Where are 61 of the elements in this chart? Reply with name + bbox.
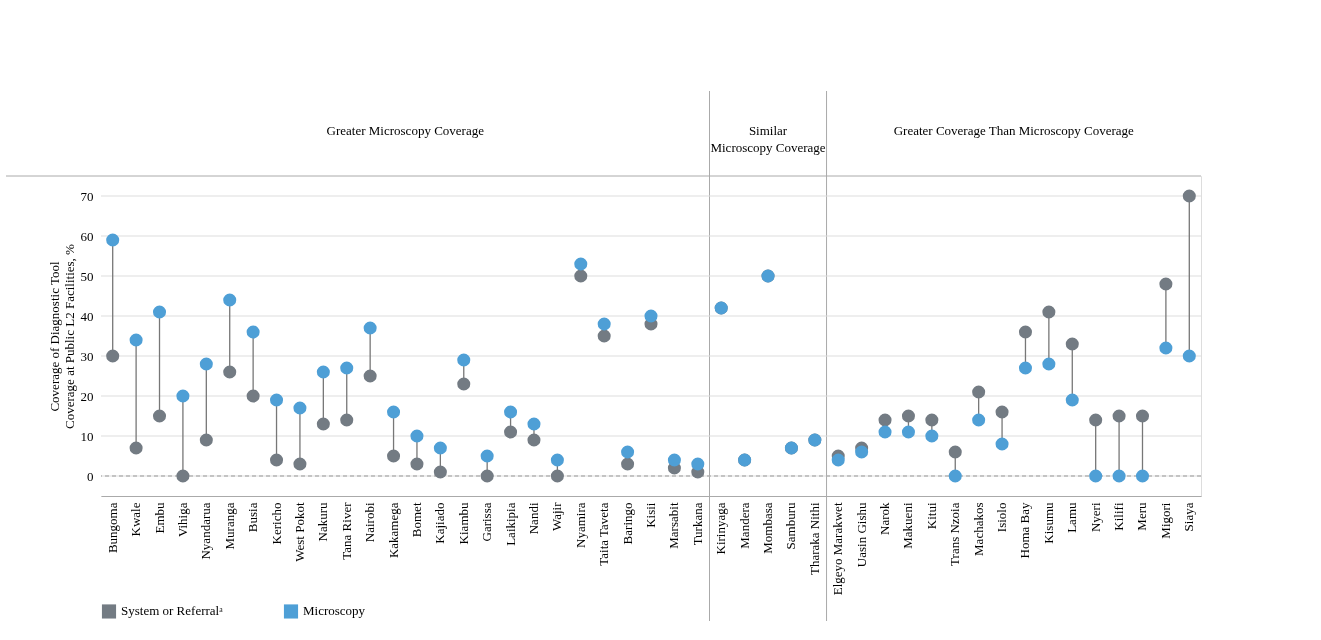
x-tick-label: Makueni xyxy=(900,502,916,549)
x-tick-label: Bungoma xyxy=(104,502,120,554)
band-label: Similar Microscopy Coverage xyxy=(710,123,826,155)
x-tick-label: Mandera xyxy=(736,502,752,549)
x-tick-label: Kilifi xyxy=(1111,502,1127,531)
x-tick-label: Kitui xyxy=(923,502,939,530)
x-tick-label: Nyeri xyxy=(1087,502,1103,533)
x-tick-label: Marsabit xyxy=(666,502,682,549)
x-tick-label: Kericho xyxy=(268,502,284,545)
x-tick-label: Kisii xyxy=(643,502,658,528)
x-tick-label: Busia xyxy=(245,502,261,533)
x-tick-label: Nairobi xyxy=(362,502,378,543)
legend-label: System or Referralᵃ xyxy=(121,603,224,619)
x-tick-label: Meru xyxy=(1134,502,1150,531)
x-tick-label: Kwale xyxy=(128,502,144,537)
y-tick-label: 20 xyxy=(80,388,94,404)
x-tick-label: Trans Nzoia xyxy=(947,502,963,566)
x-tick-label: Mombasa xyxy=(760,502,776,554)
x-tick-label: Machakos xyxy=(970,502,986,556)
x-tick-label: Turkana xyxy=(689,502,705,546)
x-tick-label: Muranga xyxy=(221,502,237,550)
x-tick-label: Siaya xyxy=(1181,502,1197,532)
y-axis-title: Coverage of Diagnostic Tool Coverage at Public L2 Facilities, % xyxy=(46,243,77,429)
x-tick-label: Kakamega xyxy=(385,502,401,559)
x-tick-label: Kiambu xyxy=(455,502,471,545)
x-tick-label: Nyamira xyxy=(572,502,588,548)
x-tick-label: Bomet xyxy=(408,502,424,538)
x-tick-label: Tana River xyxy=(338,501,354,560)
y-tick-label: 10 xyxy=(80,428,94,444)
x-tick-label: Elgeyo Marakwet xyxy=(830,502,846,596)
x-tick-label: Baringo xyxy=(619,502,635,545)
x-tick-label: Wajir xyxy=(549,501,565,532)
y-tick-label: 70 xyxy=(80,188,94,204)
x-tick-label: Taita Taveta xyxy=(596,502,612,566)
band-label: Greater Coverage Than Microscopy Coverage xyxy=(893,123,1135,138)
x-tick-label: Uasin Gishu xyxy=(853,502,869,568)
y-tick-label: 50 xyxy=(80,268,94,284)
x-tick-label: Nakuru xyxy=(315,502,331,542)
band-label: Greater Microscopy Coverage xyxy=(326,123,485,138)
x-tick-label: Embu xyxy=(151,502,167,534)
x-tick-label: Laikipia xyxy=(502,502,518,546)
y-tick-label: 40 xyxy=(80,308,94,324)
x-tick-label: Nyandarua xyxy=(198,502,214,560)
x-tick-label: Narok xyxy=(877,502,893,535)
y-tick-label: 0 xyxy=(87,468,94,484)
y-tick-label: 30 xyxy=(80,348,94,364)
x-tick-label: Samburu xyxy=(783,502,799,550)
x-tick-label: Lamu xyxy=(1064,502,1080,533)
x-tick-label: West Pokot xyxy=(291,502,307,562)
x-tick-label: Vihiga xyxy=(174,502,190,538)
x-tick-label: Kisumu xyxy=(1040,502,1056,544)
x-tick-label: Kirinyaga xyxy=(713,502,729,555)
x-tick-label: Garissa xyxy=(479,502,495,542)
x-tick-label: Kajiado xyxy=(432,502,448,544)
x-tick-label: Migori xyxy=(1157,502,1173,539)
x-tick-label: Nandi xyxy=(525,502,541,535)
x-tick-label: Tharaka Nithi xyxy=(806,502,822,576)
x-tick-label: Isiolo xyxy=(994,502,1010,533)
x-tick-label: Homa Bay xyxy=(1017,502,1033,559)
y-tick-label: 60 xyxy=(80,228,94,244)
legend-label: Microscopy xyxy=(303,603,366,619)
